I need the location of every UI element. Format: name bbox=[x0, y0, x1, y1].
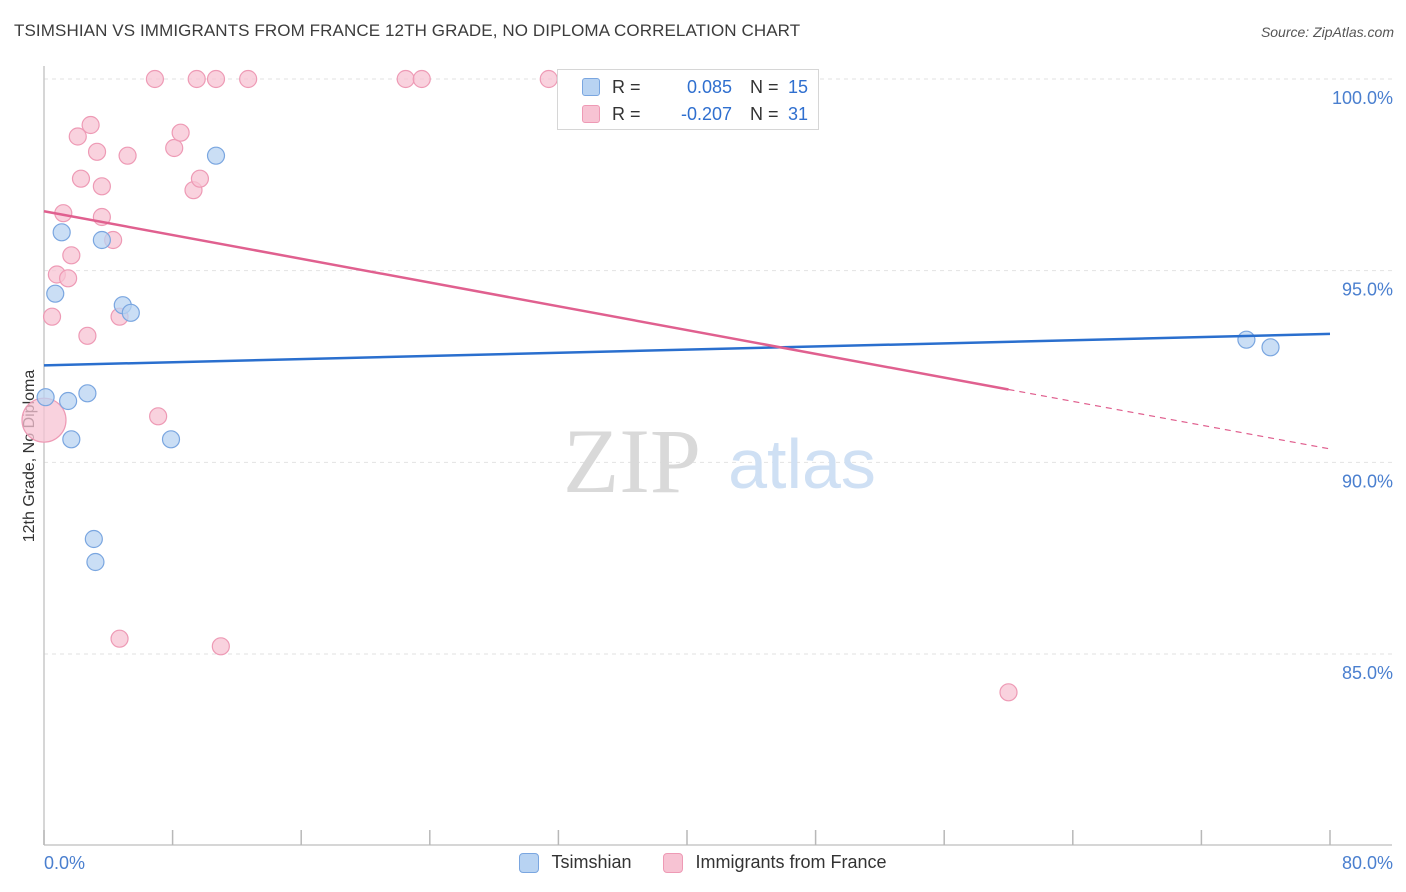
x-tick-label: 80.0% bbox=[1342, 853, 1393, 873]
axis-layer bbox=[43, 66, 1392, 846]
legend-row-tsimshian: R = 0.085 N = 15 bbox=[582, 74, 808, 100]
tsimshian-point bbox=[62, 430, 81, 449]
legend-row-france: R = -0.207 N = 31 bbox=[582, 101, 808, 127]
legend-n-label: N = bbox=[750, 76, 779, 97]
trend-layer bbox=[43, 210, 1331, 450]
legend-r-label: R = bbox=[612, 103, 641, 124]
legend-swatch-tsimshian bbox=[519, 852, 540, 873]
legend-swatch-tsimshian bbox=[582, 78, 600, 96]
tsimshian-point bbox=[86, 552, 105, 572]
tsimshian-point bbox=[1237, 330, 1256, 349]
legend-item-tsimshian: Tsimshian bbox=[519, 852, 631, 873]
y-tick-label: 100.0% bbox=[1332, 88, 1393, 108]
source-credit: Source: ZipAtlas.com bbox=[1260, 24, 1394, 40]
chart-title: TSIMSHIAN VS IMMIGRANTS FROM FRANCE 12TH… bbox=[14, 21, 801, 40]
tsimshian-trend-line bbox=[43, 332, 1331, 367]
france-point bbox=[396, 69, 415, 89]
series-legend: Tsimshian Immigrants from France bbox=[0, 852, 1406, 873]
france-point bbox=[145, 69, 165, 89]
france-point bbox=[412, 69, 431, 89]
legend-r-value: -0.207 bbox=[680, 103, 732, 124]
legend-n-value: 31 bbox=[788, 103, 809, 124]
france-point bbox=[68, 127, 87, 146]
tsimshian-point bbox=[1261, 338, 1280, 357]
stats-legend: R = 0.085 N = 15 R = -0.207 N = 31 bbox=[557, 69, 819, 130]
y-tick-label: 90.0% bbox=[1342, 471, 1393, 491]
france-point bbox=[59, 269, 78, 288]
watermark-atlas: atlas bbox=[728, 425, 876, 503]
tsimshian-point bbox=[121, 303, 140, 322]
tsimshian-point bbox=[84, 529, 103, 549]
watermark: ZIP atlas bbox=[563, 410, 876, 512]
tsimshian-point bbox=[206, 146, 226, 165]
france-point bbox=[190, 169, 210, 188]
france-point bbox=[149, 407, 168, 426]
tsimshian-point bbox=[52, 223, 71, 242]
france-point bbox=[81, 115, 100, 135]
tsimshian-point bbox=[46, 284, 65, 303]
legend-n-label: N = bbox=[750, 103, 779, 124]
legend-r-value: 0.085 bbox=[686, 76, 732, 97]
legend-swatch-france bbox=[663, 852, 684, 873]
france-point bbox=[42, 307, 62, 326]
france-point bbox=[999, 683, 1018, 702]
y-tick-label: 85.0% bbox=[1342, 663, 1393, 683]
legend-r-label: R = bbox=[612, 76, 641, 97]
france-point bbox=[539, 69, 558, 89]
legend-label-france: Immigrants from France bbox=[695, 852, 887, 872]
x-tick-label: 0.0% bbox=[44, 853, 85, 873]
france-point bbox=[239, 69, 258, 89]
legend-item-france: Immigrants from France bbox=[663, 852, 887, 873]
france-point bbox=[211, 637, 230, 656]
tsimshian-point bbox=[59, 391, 78, 411]
france-point bbox=[171, 123, 190, 142]
tsimshian-point bbox=[161, 430, 181, 449]
legend-label-tsimshian: Tsimshian bbox=[551, 852, 632, 872]
france-point bbox=[71, 169, 91, 188]
france-point bbox=[78, 326, 97, 345]
france-point bbox=[187, 69, 206, 89]
watermark-zip: ZIP bbox=[563, 410, 701, 512]
france-point bbox=[206, 69, 226, 89]
france-point bbox=[92, 177, 111, 196]
france-point bbox=[110, 629, 129, 648]
tick-label-layer: 100.0% 95.0% 90.0% 85.0% 0.0% 80.0% bbox=[44, 88, 1393, 873]
france-point bbox=[87, 142, 107, 161]
france-point bbox=[62, 246, 81, 265]
tsimshian-point bbox=[36, 388, 55, 407]
france-point bbox=[118, 146, 137, 165]
france-trend-extension bbox=[1008, 388, 1331, 450]
legend-n-value: 15 bbox=[788, 76, 809, 97]
points-layer bbox=[21, 69, 1280, 702]
legend-swatch-france bbox=[582, 105, 600, 123]
grid-layer bbox=[44, 78, 1392, 655]
tsimshian-point bbox=[92, 230, 111, 250]
y-tick-label: 95.0% bbox=[1342, 280, 1393, 300]
france-point bbox=[165, 138, 184, 158]
france-trend-line bbox=[43, 210, 1009, 391]
tsimshian-point bbox=[78, 384, 97, 403]
